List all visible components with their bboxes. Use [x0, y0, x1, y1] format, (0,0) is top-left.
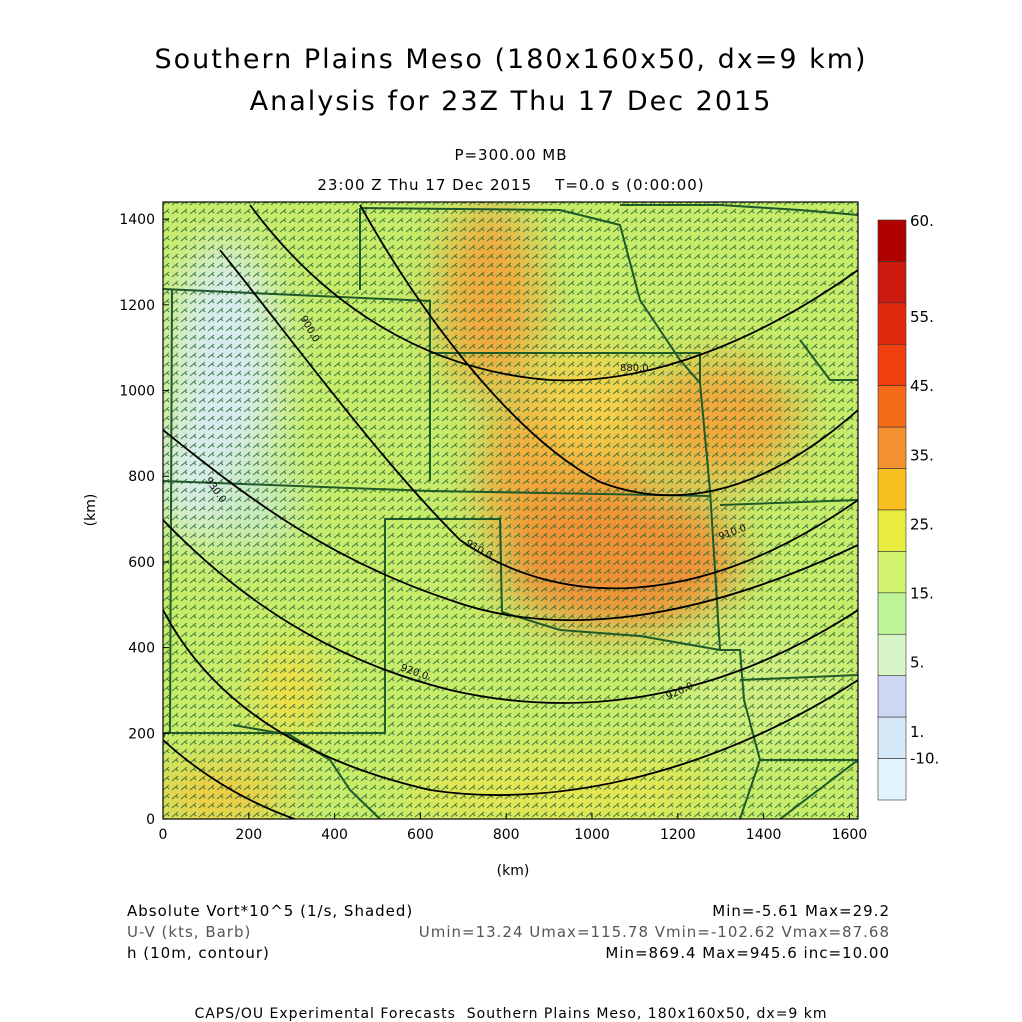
plot-frame [162, 201, 859, 820]
height-contours [163, 204, 858, 819]
time-label: 23:00 Z Thu 17 Dec 2015 T=0.0 s (0:00:00… [317, 176, 705, 194]
colorbar-swatch [877, 261, 907, 304]
colorbar-label: 15. [910, 585, 934, 603]
colorbar-label: 25. [910, 515, 934, 533]
x-tick-label: 1400 [746, 827, 782, 843]
colorbar-swatch [877, 509, 907, 552]
y-axis-label: (km) [83, 494, 99, 527]
colorbar-swatch [877, 592, 907, 635]
y-tick-label: 600 [128, 555, 155, 571]
x-tick-label: 400 [321, 827, 348, 843]
colorbar-label: -10. [910, 750, 939, 768]
colorbar-swatch [877, 426, 907, 469]
colorbar-label: 1. [910, 723, 924, 741]
x-tick-label: 200 [235, 827, 262, 843]
legend-field-1: Absolute Vort*10^5 (1/s, Shaded) [127, 902, 414, 920]
y-tick-label: 0 [146, 812, 155, 828]
colorbar-label: 55. [910, 308, 934, 326]
x-axis-label: (km) [497, 863, 530, 879]
level-label: P=300.00 MB [454, 146, 568, 164]
x-tick-label: 600 [407, 827, 434, 843]
colorbar-swatch [877, 675, 907, 718]
colorbar-label: 60. [910, 212, 934, 230]
y-tick-label: 200 [128, 726, 155, 742]
colorbar-swatch [877, 343, 907, 387]
x-tick-label: 1200 [660, 827, 696, 843]
colorbar-swatch [877, 758, 907, 801]
title-line-2: Analysis for 23Z Thu 17 Dec 2015 [249, 86, 773, 117]
colorbar-swatch [877, 551, 907, 594]
title-line-1: Southern Plains Meso (180x160x50, dx=9 k… [154, 44, 868, 75]
colorbar-swatch [877, 302, 907, 345]
footer-credit: CAPS/OU Experimental Forecasts Southern … [194, 1006, 828, 1022]
contour-label: 880.0 [620, 363, 649, 374]
colorbar-swatch [877, 716, 907, 759]
colorbar [877, 219, 907, 801]
legend-stats-2: Umin=13.24 Umax=115.78 Vmin=-102.62 Vmax… [418, 923, 890, 941]
colorbar-swatch [877, 219, 907, 262]
colorbar-swatch [877, 633, 907, 677]
colorbar-label: 35. [910, 446, 934, 464]
colorbar-swatch [877, 468, 907, 511]
y-axis-ticks: 0 200 400 600 800 1000 1200 1400 [119, 212, 169, 828]
colorbar-label: 45. [910, 377, 934, 395]
y-tick-label: 1200 [119, 298, 155, 314]
colorbar-swatch [877, 385, 907, 428]
legend-stats-1: Min=-5.61 Max=29.2 [712, 902, 890, 920]
y-tick-label: 1400 [119, 212, 155, 228]
x-tick-label: 0 [159, 827, 168, 843]
colorbar-labels: 60. 55. 45. 35. 25. 15. 5. 1. -10. [910, 212, 939, 768]
wind-barbs [163, 202, 858, 819]
borders [163, 204, 858, 819]
x-axis-ticks: 0 200 400 600 800 1000 1200 1400 1600 [159, 813, 868, 843]
y-tick-label: 1000 [119, 384, 155, 400]
x-tick-label: 1000 [574, 827, 610, 843]
legend-field-2: U-V (kts, Barb) [127, 923, 252, 941]
legend-stats-3: Min=869.4 Max=945.6 inc=10.00 [605, 944, 890, 962]
plot-area: 880.0 900.0 910.0 930.0 920.0 920.0 910.… [163, 202, 858, 819]
x-tick-label: 1600 [832, 827, 868, 843]
y-tick-label: 800 [128, 469, 155, 485]
legend-field-3: h (10m, contour) [127, 944, 270, 962]
colorbar-label: 5. [910, 654, 924, 672]
y-tick-label: 400 [128, 641, 155, 657]
x-tick-label: 800 [493, 827, 520, 843]
